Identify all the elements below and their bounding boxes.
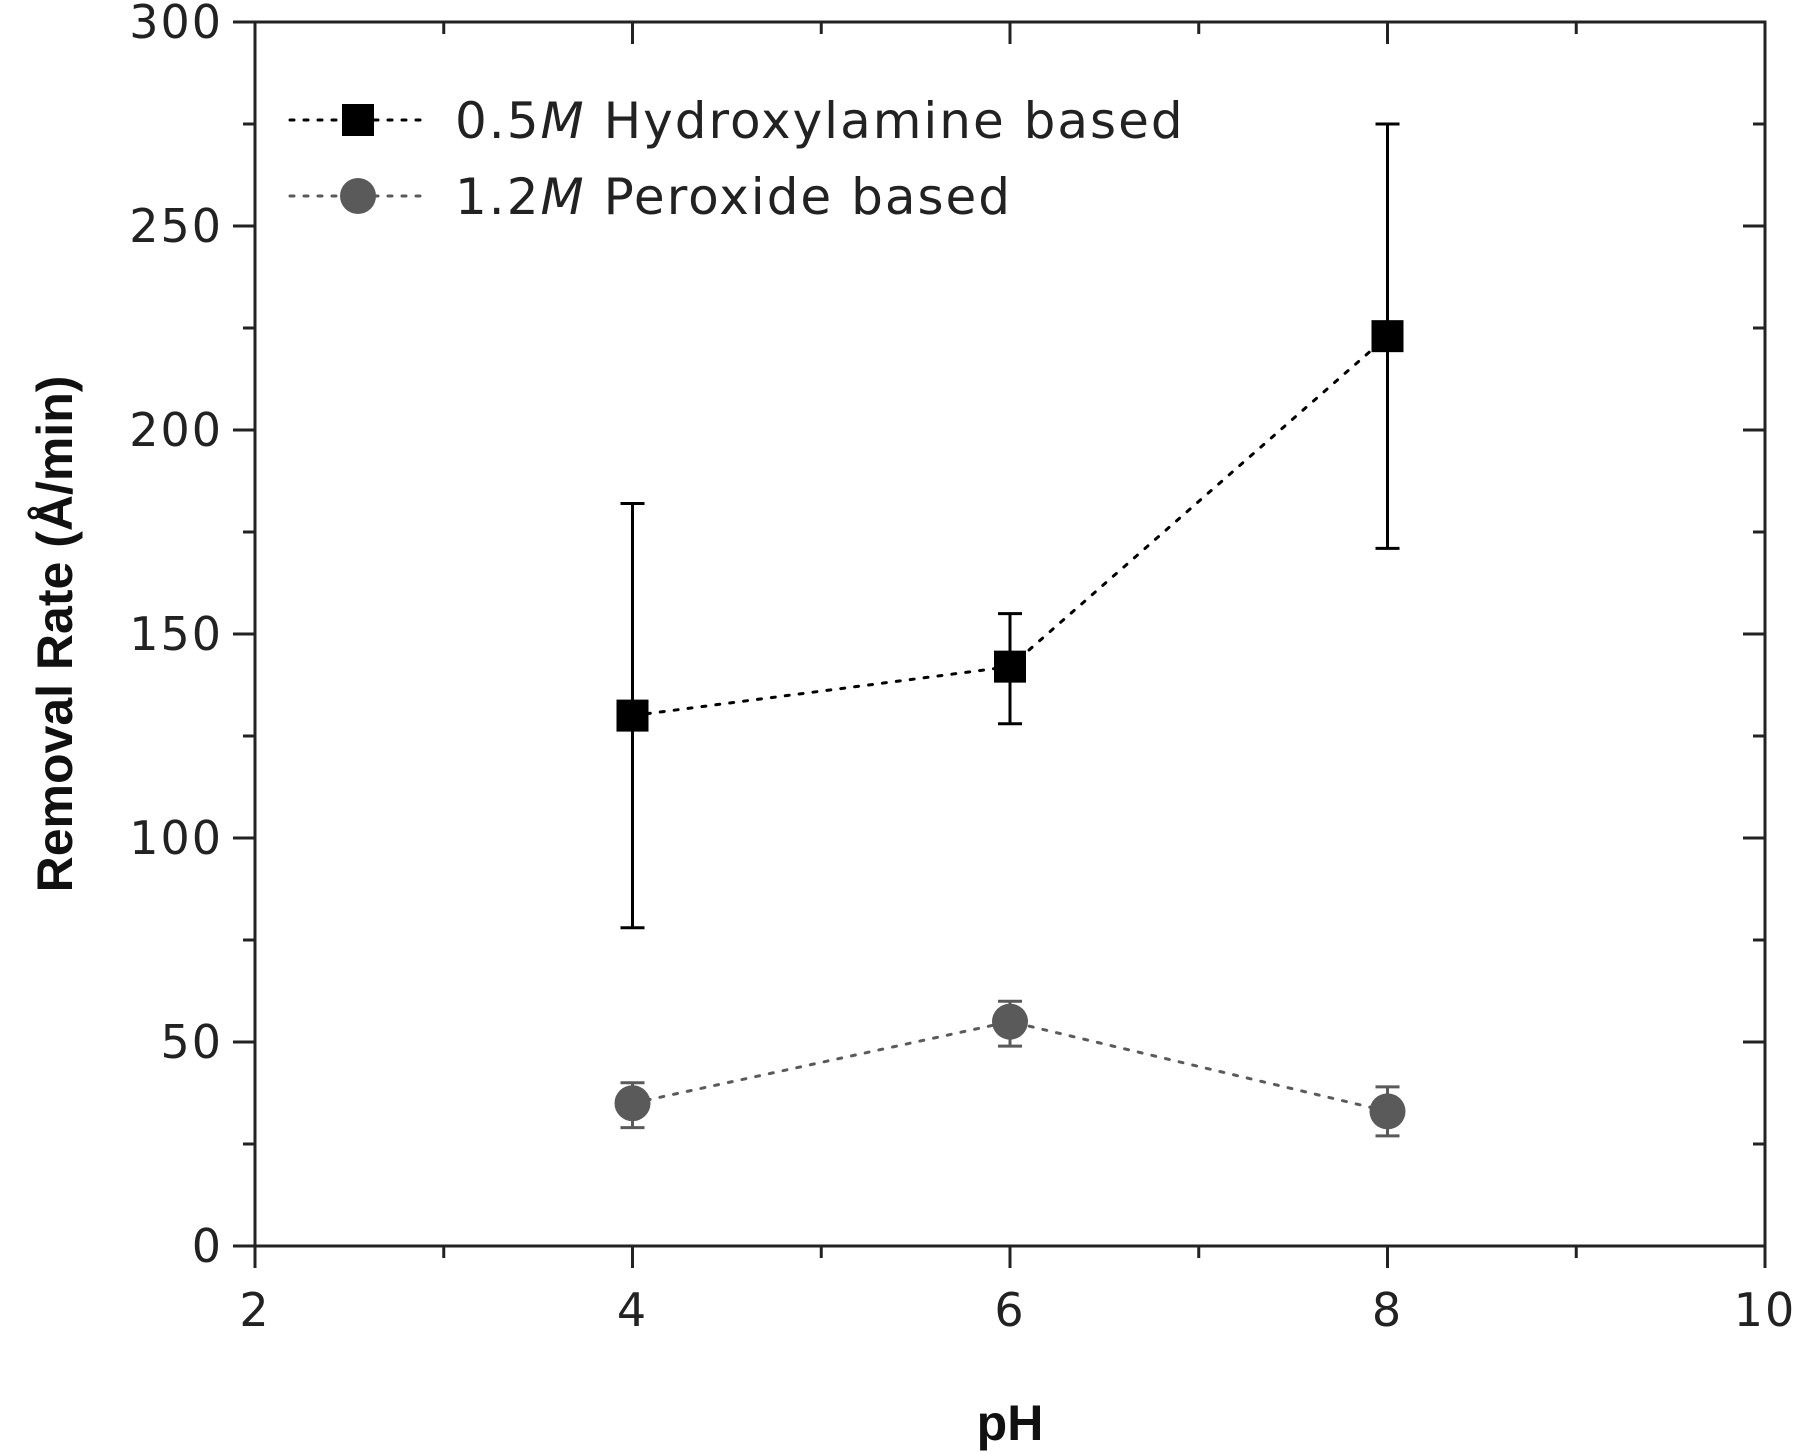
- y-axis-label-main: Removal Rate (: [27, 531, 83, 893]
- x-tick-label: 4: [617, 1283, 648, 1337]
- legend-item: 1.2M Peroxide based: [288, 168, 1012, 226]
- legend-marker: [342, 104, 374, 136]
- x-tick-label: 8: [1372, 1283, 1403, 1337]
- legend-label-suffix: Hydroxylamine based: [586, 92, 1185, 150]
- data-point: [614, 1085, 651, 1122]
- x-tick-label: 2: [239, 1283, 270, 1337]
- y-tick-label: 250: [129, 199, 223, 253]
- legend-item: 0.5M Hydroxylamine based: [288, 92, 1185, 150]
- x-tick-label: 6: [994, 1283, 1025, 1337]
- legend-label-prefix: 1.2: [455, 168, 541, 226]
- series-line: [631, 1020, 1389, 1113]
- y-axis-label: Removal Rate (Å/min): [27, 376, 83, 893]
- series-layer: [614, 122, 1406, 1138]
- y-axis-label-unit: Å: [27, 495, 83, 531]
- legend-label-prefix: 0.5: [455, 92, 541, 150]
- legend-label-italic: M: [541, 92, 586, 150]
- legend-label-suffix: Peroxide based: [586, 168, 1012, 226]
- data-point: [616, 699, 649, 732]
- y-tick-label: 300: [129, 0, 223, 49]
- data-point: [992, 1003, 1028, 1040]
- y-tick-label: 50: [160, 1015, 223, 1069]
- y-tick-label: 150: [129, 607, 223, 661]
- series-2: [614, 999, 1406, 1138]
- legend-label: 1.2M Peroxide based: [455, 168, 1012, 226]
- legend-label: 0.5M Hydroxylamine based: [455, 92, 1185, 150]
- legend-marker: [340, 178, 376, 214]
- series-1: [616, 122, 1404, 930]
- y-axis-label-tail: /min): [27, 376, 83, 495]
- y-tick-label: 100: [129, 811, 223, 865]
- legend-label-italic: M: [541, 168, 586, 226]
- x-axis-label: pH: [977, 1395, 1044, 1451]
- legend: 0.5M Hydroxylamine based 1.2M Peroxide ba…: [288, 92, 1185, 226]
- data-point: [1369, 1093, 1406, 1130]
- data-point: [994, 650, 1026, 683]
- y-tick-label: 200: [129, 403, 223, 457]
- x-tick-label: 10: [1734, 1283, 1797, 1337]
- y-tick-label: 0: [192, 1219, 223, 1273]
- data-point: [1371, 320, 1404, 353]
